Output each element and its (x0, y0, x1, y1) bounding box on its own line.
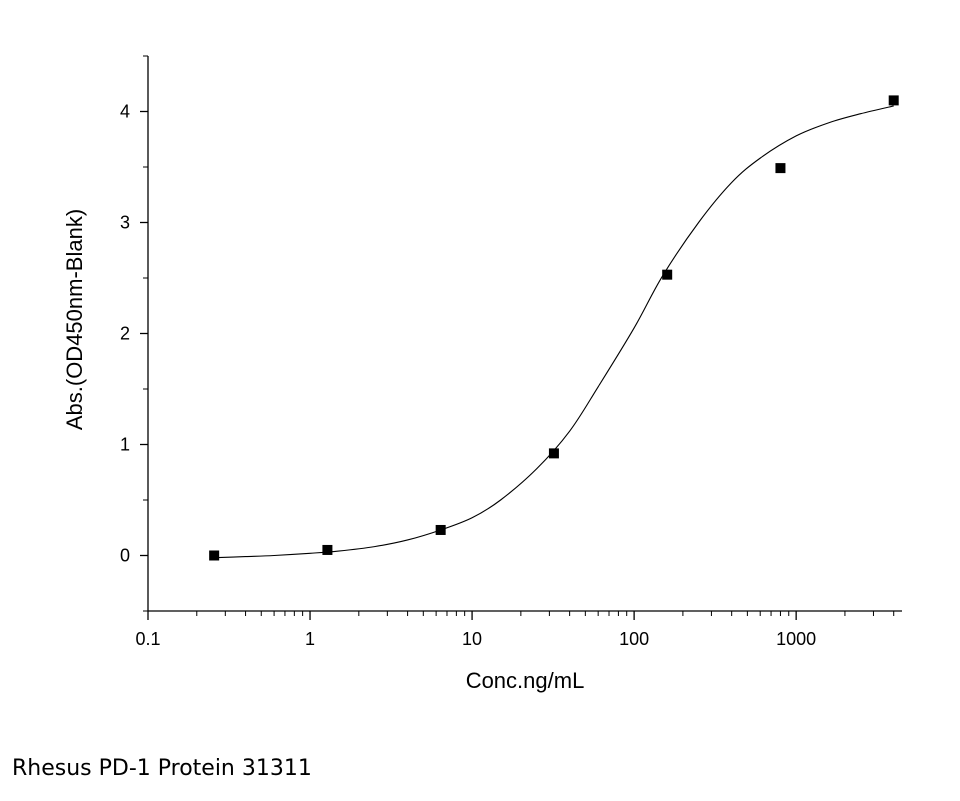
data-point (548, 448, 559, 459)
data-point (888, 95, 899, 106)
data-points-layer (209, 95, 899, 561)
data-point (209, 550, 220, 561)
x-tick-label: 1000 (776, 629, 816, 649)
x-axis-title: Conc.ng/mL (466, 668, 585, 693)
data-point (322, 544, 333, 555)
axes (140, 55, 902, 620)
axis-labels-layer: 0.1 1 10 100 1000 0 1 2 3 4 Conc.ng/mL Abs.(OD450nm… (62, 102, 816, 694)
fit-curve-layer (214, 105, 894, 559)
y-tick-label: 0 (120, 546, 130, 566)
y-tick-label: 1 (120, 435, 130, 455)
fit-curve (214, 105, 894, 559)
chart: 0.1 1 10 100 1000 0 1 2 3 4 Conc.ng/mL Abs.(OD450nm… (62, 55, 902, 694)
y-tick-label: 4 (120, 102, 130, 122)
y-tick-label: 3 (120, 213, 130, 233)
x-tick-label: 100 (619, 629, 649, 649)
data-point (435, 524, 446, 535)
x-tick-label: 0.1 (135, 629, 160, 649)
y-tick-label: 2 (120, 324, 130, 344)
x-tick-label: 1 (305, 629, 315, 649)
data-point (775, 163, 786, 174)
x-tick-label: 10 (462, 629, 482, 649)
figure-caption: Rhesus PD-1 Protein 31311 (12, 756, 312, 781)
y-axis-title: Abs.(OD450nm-Blank) (62, 209, 87, 430)
data-point (662, 269, 673, 280)
